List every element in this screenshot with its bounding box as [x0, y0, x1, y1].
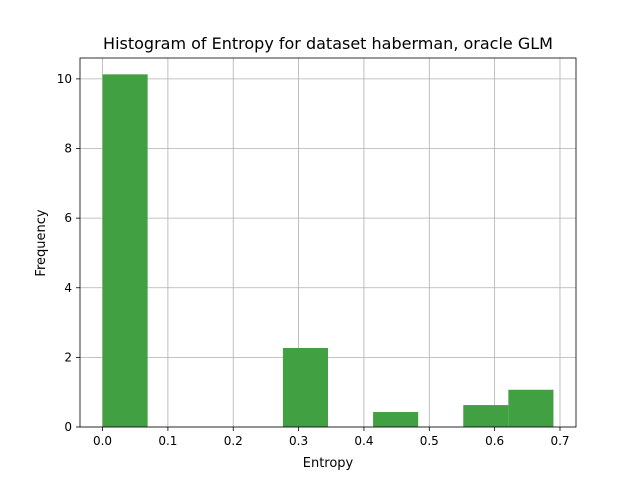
histogram-bars	[102, 74, 554, 427]
y-tick-label: 10	[57, 72, 72, 86]
x-tick-label: 0.6	[485, 434, 504, 448]
x-axis-label: Entropy	[303, 456, 354, 471]
histogram-bar	[508, 389, 554, 427]
y-axis-label: Frequency	[34, 209, 49, 276]
plot-frame	[79, 57, 577, 428]
y-tick-label: 4	[64, 281, 72, 295]
y-tick-label: 6	[64, 211, 72, 225]
x-tick-label: 0.2	[224, 434, 243, 448]
x-tick-label: 0.4	[354, 434, 373, 448]
x-axis-ticks: 0.0 0.1 0.2 0.3 0.4 0.5 0.6 0.7	[93, 427, 570, 448]
x-tick-label: 0.5	[420, 434, 439, 448]
grid-lines	[80, 58, 576, 428]
x-tick-label: 0.7	[550, 434, 569, 448]
y-tick-label: 0	[64, 420, 72, 434]
histogram-bar	[282, 347, 328, 427]
histogram-bar	[463, 405, 509, 427]
y-tick-label: 2	[64, 350, 72, 364]
y-axis-ticks: 0 2 4 6 8 10	[57, 72, 80, 434]
x-tick-label: 0.3	[289, 434, 308, 448]
y-tick-label: 8	[64, 142, 72, 156]
x-tick-label: 0.0	[93, 434, 112, 448]
x-tick-label: 0.1	[158, 434, 177, 448]
histogram-bar	[373, 412, 419, 427]
chart-title: Histogram of Entropy for dataset haberma…	[103, 34, 553, 53]
histogram-bar	[102, 74, 148, 427]
